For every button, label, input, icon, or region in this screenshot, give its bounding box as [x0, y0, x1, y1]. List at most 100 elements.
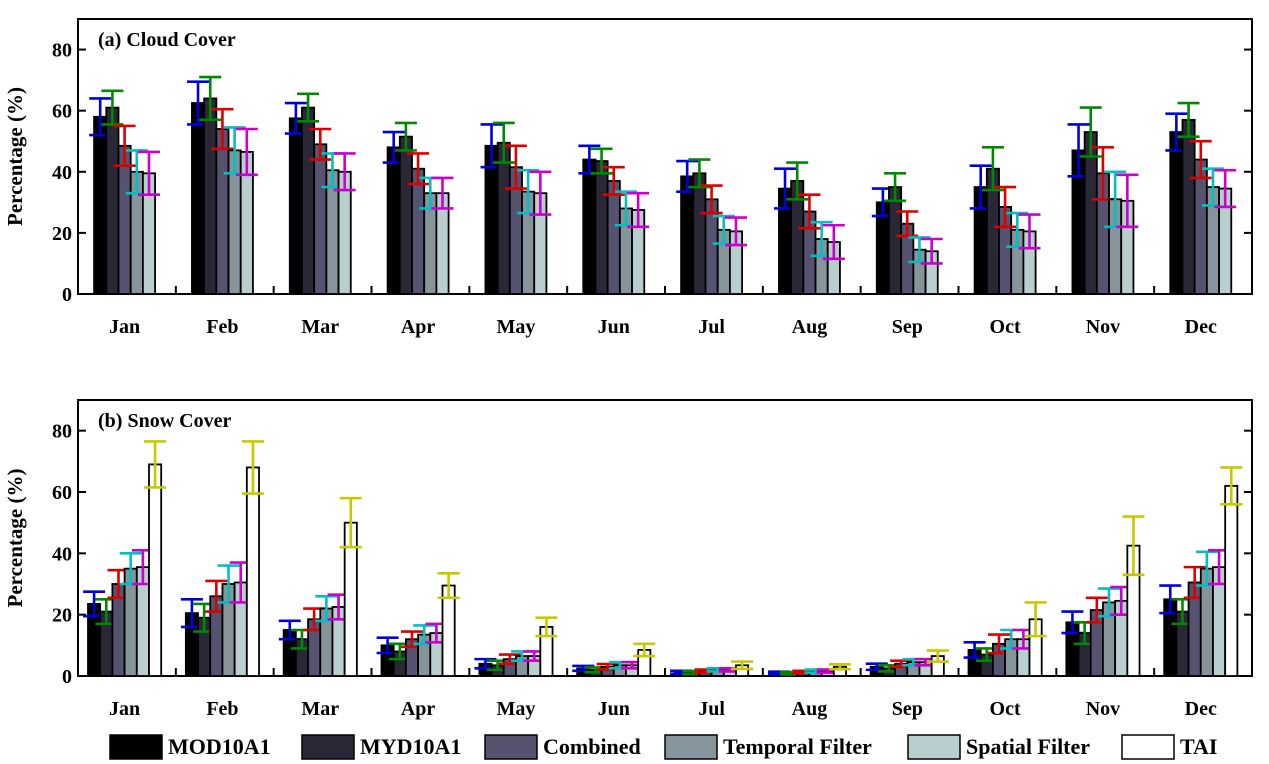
error-bar-combined-apr: [407, 152, 430, 186]
y-axis-title: Percentage (%): [3, 87, 27, 226]
panel-title: (b) Snow Cover: [98, 410, 231, 432]
x-tick-label-mar: Mar: [301, 698, 339, 720]
cloud-cover-chart: 0 20 40 60 80 Percentage (%) (a) Cloud Cover Ja…: [3, 18, 1253, 338]
bar-mod10a1-dec: [1169, 131, 1184, 295]
bar-tai-apr: [441, 584, 456, 677]
x-tick-label-oct: Oct: [990, 698, 1021, 720]
error-bar-tai-dec: [1220, 466, 1243, 506]
x-tick-label-apr: Apr: [401, 698, 436, 720]
bar-mod10a1-mar: [288, 117, 303, 295]
error-bar-spatial-filter-jul: [725, 216, 747, 247]
x-tick-label-jul: Jul: [698, 698, 725, 720]
x-tick-label-may: May: [496, 698, 535, 720]
error-bar-spatial-filter-apr: [431, 176, 454, 210]
x-tick-label-jun: Jun: [598, 698, 630, 720]
y-tick-label: 20: [52, 605, 72, 627]
error-bar-tai-jun: [633, 642, 656, 658]
bar-myd10a1-jul: [692, 172, 707, 295]
bar-myd10a1-may: [496, 141, 511, 295]
y-tick-label: 80: [52, 40, 72, 62]
bar-mod10a1-jul: [680, 175, 695, 295]
error-bar-tai-mar: [339, 496, 362, 549]
error-bar-tai-may: [535, 616, 558, 638]
bar-combined-jun: [606, 180, 621, 295]
bar-myd10a1-jan: [105, 106, 120, 295]
legend-item-spatial-filter: Spatial Filter: [907, 734, 1090, 760]
bar-tai-dec: [1224, 484, 1239, 677]
error-bar-myd10a1-jul: [688, 158, 711, 189]
x-tick-label-sep: Sep: [892, 316, 923, 338]
error-bar-myd10a1-apr: [394, 121, 417, 152]
error-bar-myd10a1-sep: [884, 172, 907, 203]
legend-swatch: [484, 734, 538, 760]
bar-mod10a1-jun: [582, 158, 597, 295]
bar-combined-feb: [215, 128, 230, 295]
x-tick-label-aug: Aug: [792, 316, 828, 338]
bar-myd10a1-mar: [301, 106, 316, 295]
x-tick-label-jan: Jan: [109, 698, 140, 720]
error-bar-combined-jul: [700, 184, 723, 215]
error-bar-spatial-filter-may: [529, 170, 552, 216]
error-bar-combined-dec: [1189, 139, 1212, 180]
x-tick-label-dec: Dec: [1185, 316, 1217, 338]
legend-label: Combined: [543, 734, 641, 759]
y-tick-label: 20: [52, 223, 72, 245]
bar-myd10a1-jun: [594, 160, 609, 295]
error-bar-spatial-filter-dec: [1214, 168, 1237, 209]
error-bar-combined-oct: [994, 185, 1017, 229]
x-tick-label-oct: Oct: [990, 316, 1021, 338]
error-bar-tai-apr: [437, 571, 460, 600]
y-tick-label: 40: [52, 162, 72, 184]
y-tick-label: 60: [52, 482, 72, 504]
x-tick-label-jan: Jan: [109, 316, 140, 338]
legend-label: Spatial Filter: [966, 734, 1090, 759]
error-bar-combined-may: [504, 144, 527, 190]
legend-label: MYD10A1: [360, 734, 461, 759]
y-tick-label: 40: [52, 543, 72, 565]
x-tick-label-nov: Nov: [1086, 698, 1120, 720]
y-tick-label: 0: [62, 666, 72, 688]
error-bar-combined-jan: [113, 124, 136, 167]
error-bar-spatial-filter-aug: [822, 223, 845, 261]
bar-mod10a1-apr: [386, 146, 401, 295]
error-bar-tai-jul: [731, 660, 754, 671]
bar-myd10a1-dec: [1181, 118, 1196, 295]
error-bar-myd10a1-nov: [1079, 106, 1102, 158]
legend-swatch: [664, 734, 718, 760]
x-tick-label-feb: Feb: [206, 316, 238, 338]
error-bar-spatial-filter-jan: [138, 150, 160, 196]
bar-myd10a1-apr: [398, 135, 413, 295]
legend-item-tai: TAI: [1121, 734, 1218, 760]
x-tick-label-feb: Feb: [206, 698, 238, 720]
panel-title: (a) Cloud Cover: [98, 29, 236, 51]
legend-swatch: [301, 734, 355, 760]
y-axis-title: Percentage (%): [3, 469, 27, 608]
error-bar-combined-jun: [602, 165, 625, 196]
error-bar-spatial-filter-sep: [920, 237, 943, 265]
bar-mod10a1-jan: [93, 115, 108, 295]
error-bar-tai-feb: [241, 440, 264, 495]
error-bar-spatial-filter-mar: [333, 152, 356, 192]
error-bar-myd10a1-aug: [786, 161, 809, 201]
legend-label: TAI: [1180, 734, 1218, 759]
error-bar-spatial-filter-oct: [1018, 213, 1041, 250]
y-tick-label: 80: [52, 421, 72, 443]
legend-label: Temporal Filter: [723, 734, 872, 759]
x-tick-label-mar: Mar: [301, 316, 339, 338]
error-bar-myd10a1-may: [492, 121, 515, 164]
x-tick-label-apr: Apr: [401, 316, 436, 338]
bar-combined-jan: [117, 144, 132, 295]
error-bar-myd10a1-dec: [1177, 101, 1200, 138]
legend-item-combined: Combined: [484, 734, 641, 760]
legend-item-mod10a1: MOD10A1: [109, 734, 271, 760]
legend: MOD10A1 MYD10A1 Combined Temporal Filter Spa…: [109, 734, 1218, 760]
error-bar-myd10a1-jan: [101, 89, 124, 126]
error-bar-tai-jan: [144, 440, 167, 489]
bar-combined-mar: [313, 143, 328, 295]
legend-swatch: [907, 734, 961, 760]
bar-myd10a1-feb: [203, 97, 218, 295]
bar-tai-jan: [148, 463, 163, 677]
legend-swatch: [109, 734, 163, 760]
x-tick-label-aug: Aug: [792, 698, 828, 720]
